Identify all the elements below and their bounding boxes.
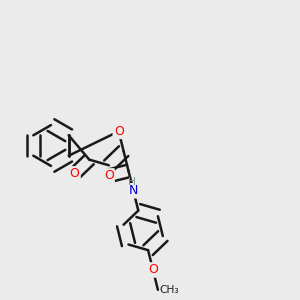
- Text: O: O: [104, 169, 114, 182]
- Text: O: O: [114, 125, 124, 138]
- Text: O: O: [70, 167, 80, 180]
- Text: O: O: [148, 263, 158, 277]
- Text: CH₃: CH₃: [159, 285, 179, 295]
- Text: N: N: [129, 184, 138, 197]
- Text: H: H: [128, 177, 136, 188]
